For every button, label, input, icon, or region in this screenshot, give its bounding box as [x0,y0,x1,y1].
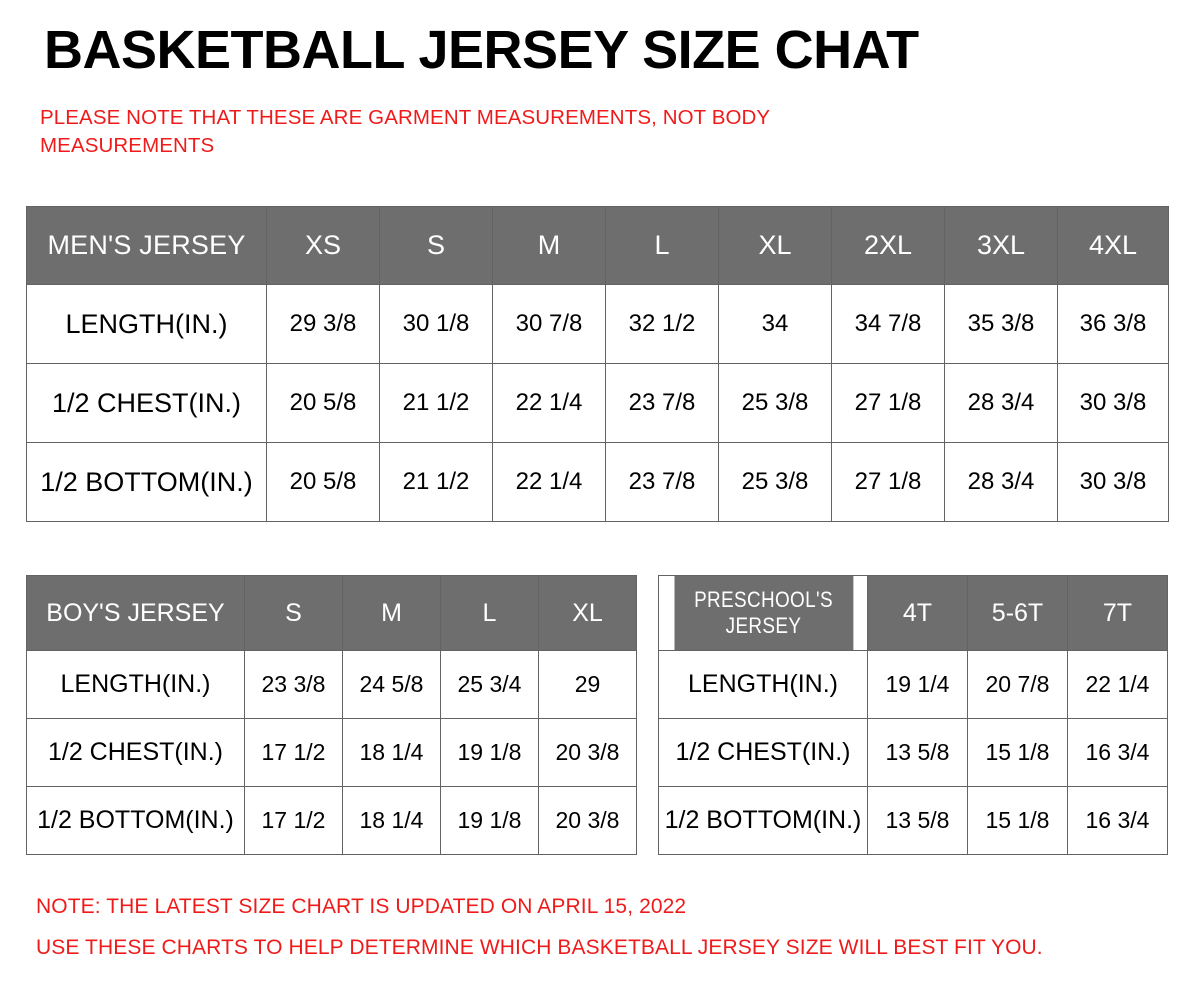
boys-length-xl: 29 [538,650,637,719]
mens-length-3xl: 35 3/8 [944,284,1058,364]
mens-chest-4xl: 30 3/8 [1057,363,1169,443]
preschool-bottom-5-6t: 15 1/8 [967,786,1068,855]
table-row: 1/2 CHEST(IN.) 17 1/2 18 1/4 19 1/8 20 3… [26,718,637,787]
mens-table-header-row: MEN'S JERSEY XS S M L XL 2XL 3XL 4XL [26,206,1169,285]
mens-chest-3xl: 28 3/4 [944,363,1058,443]
preschool-row-label-length: LENGTH(IN.) [658,650,868,719]
mens-bottom-s: 21 1/2 [379,442,493,522]
preschool-bottom-4t: 13 5/8 [867,786,968,855]
mens-length-s: 30 1/8 [379,284,493,364]
boys-table-corner-label: BOY'S JERSEY [26,575,245,651]
mens-col-s: S [379,206,493,285]
mens-col-3xl: 3XL [944,206,1058,285]
table-row: 1/2 CHEST(IN.) 20 5/8 21 1/2 22 1/4 23 7… [26,363,1169,443]
boys-chest-l: 19 1/8 [440,718,539,787]
preschool-col-4t: 4T [867,575,968,651]
mens-table-corner-label: MEN'S JERSEY [26,206,267,285]
mens-row-label-chest: 1/2 CHEST(IN.) [26,363,267,443]
mens-row-label-bottom: 1/2 BOTTOM(IN.) [26,442,267,522]
mens-chest-xs: 20 5/8 [266,363,380,443]
mens-length-2xl: 34 7/8 [831,284,945,364]
mens-chest-l: 23 7/8 [605,363,719,443]
table-row: LENGTH(IN.) 19 1/4 20 7/8 22 1/4 [658,650,1168,719]
boys-table-header-row: BOY'S JERSEY S M L XL [26,575,637,651]
boys-length-l: 25 3/4 [440,650,539,719]
mens-chest-2xl: 27 1/8 [831,363,945,443]
preschool-length-7t: 22 1/4 [1067,650,1168,719]
preschool-col-7t: 7T [1067,575,1168,651]
boys-jersey-size-table: BOY'S JERSEY S M L XL LENGTH(IN.) 23 3/8… [26,575,637,855]
preschool-chest-4t: 13 5/8 [867,718,968,787]
boys-row-label-chest: 1/2 CHEST(IN.) [26,718,245,787]
mens-length-xl: 34 [718,284,832,364]
preschool-jersey-size-table: PRESCHOOL'S JERSEY 4T 5-6T 7T LENGTH(IN.… [658,575,1168,855]
boys-length-s: 23 3/8 [244,650,343,719]
mens-row-label-length: LENGTH(IN.) [26,284,267,364]
boys-chest-xl: 20 3/8 [538,718,637,787]
preschool-length-4t: 19 1/4 [867,650,968,719]
mens-chest-xl: 25 3/8 [718,363,832,443]
preschool-row-label-bottom: 1/2 BOTTOM(IN.) [658,786,868,855]
boys-bottom-xl: 20 3/8 [538,786,637,855]
boys-col-m: M [342,575,441,651]
preschool-bottom-7t: 16 3/4 [1067,786,1168,855]
mens-length-xs: 29 3/8 [266,284,380,364]
preschool-length-5-6t: 20 7/8 [967,650,1068,719]
table-row: 1/2 BOTTOM(IN.) 20 5/8 21 1/2 22 1/4 23 … [26,442,1169,522]
footer-notes: NOTE: THE LATEST SIZE CHART IS UPDATED O… [36,886,1176,968]
mens-col-xs: XS [266,206,380,285]
table-row: 1/2 BOTTOM(IN.) 17 1/2 18 1/4 19 1/8 20 … [26,786,637,855]
mens-bottom-l: 23 7/8 [605,442,719,522]
boys-bottom-m: 18 1/4 [342,786,441,855]
mens-length-4xl: 36 3/8 [1057,284,1169,364]
mens-col-m: M [492,206,606,285]
garment-measurement-disclaimer: PLEASE NOTE THAT THESE ARE GARMENT MEASU… [40,106,770,157]
mens-col-2xl: 2XL [831,206,945,285]
boys-bottom-l: 19 1/8 [440,786,539,855]
boys-col-xl: XL [538,575,637,651]
mens-col-xl: XL [718,206,832,285]
mens-length-l: 32 1/2 [605,284,719,364]
mens-chest-m: 22 1/4 [492,363,606,443]
boys-row-label-bottom: 1/2 BOTTOM(IN.) [26,786,245,855]
footer-note-usage: USE THESE CHARTS TO HELP DETERMINE WHICH… [36,936,1043,959]
mens-bottom-3xl: 28 3/4 [944,442,1058,522]
table-row: LENGTH(IN.) 29 3/8 30 1/8 30 7/8 32 1/2 … [26,284,1169,364]
preschool-chest-5-6t: 15 1/8 [967,718,1068,787]
mens-bottom-2xl: 27 1/8 [831,442,945,522]
table-row: 1/2 CHEST(IN.) 13 5/8 15 1/8 16 3/4 [658,718,1168,787]
boys-length-m: 24 5/8 [342,650,441,719]
preschool-table-corner-label: PRESCHOOL'S JERSEY [672,575,854,651]
preschool-col-5-6t: 5-6T [967,575,1068,651]
mens-bottom-m: 22 1/4 [492,442,606,522]
boys-chest-m: 18 1/4 [342,718,441,787]
mens-bottom-4xl: 30 3/8 [1057,442,1169,522]
preschool-table-header-row: PRESCHOOL'S JERSEY 4T 5-6T 7T [659,575,1168,651]
mens-jersey-size-table: MEN'S JERSEY XS S M L XL 2XL 3XL 4XL LEN… [26,206,1169,522]
table-row: LENGTH(IN.) 23 3/8 24 5/8 25 3/4 29 [26,650,637,719]
table-row: 1/2 BOTTOM(IN.) 13 5/8 15 1/8 16 3/4 [658,786,1168,855]
mens-chest-s: 21 1/2 [379,363,493,443]
boys-col-l: L [440,575,539,651]
mens-col-4xl: 4XL [1057,206,1169,285]
boys-row-label-length: LENGTH(IN.) [26,650,245,719]
page-title: BASKETBALL JERSEY SIZE CHAT [44,20,919,80]
boys-chest-s: 17 1/2 [244,718,343,787]
boys-col-s: S [244,575,343,651]
mens-col-l: L [605,206,719,285]
boys-bottom-s: 17 1/2 [244,786,343,855]
footer-note-update: NOTE: THE LATEST SIZE CHART IS UPDATED O… [36,895,687,918]
mens-length-m: 30 7/8 [492,284,606,364]
mens-bottom-xl: 25 3/8 [718,442,832,522]
preschool-chest-7t: 16 3/4 [1067,718,1168,787]
mens-bottom-xs: 20 5/8 [266,442,380,522]
preschool-row-label-chest: 1/2 CHEST(IN.) [658,718,868,787]
